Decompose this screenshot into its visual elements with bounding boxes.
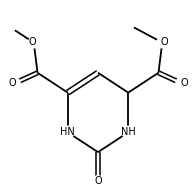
- Text: O: O: [94, 177, 102, 186]
- Text: HN: HN: [60, 127, 75, 137]
- Circle shape: [176, 78, 186, 88]
- Circle shape: [62, 126, 74, 138]
- Text: O: O: [28, 37, 36, 46]
- Circle shape: [10, 78, 20, 88]
- Text: O: O: [160, 37, 168, 46]
- Circle shape: [157, 37, 168, 48]
- Circle shape: [122, 126, 134, 138]
- Circle shape: [92, 176, 104, 187]
- Text: O: O: [180, 78, 188, 88]
- Text: NH: NH: [121, 127, 136, 137]
- Circle shape: [28, 37, 39, 48]
- Text: O: O: [8, 78, 16, 88]
